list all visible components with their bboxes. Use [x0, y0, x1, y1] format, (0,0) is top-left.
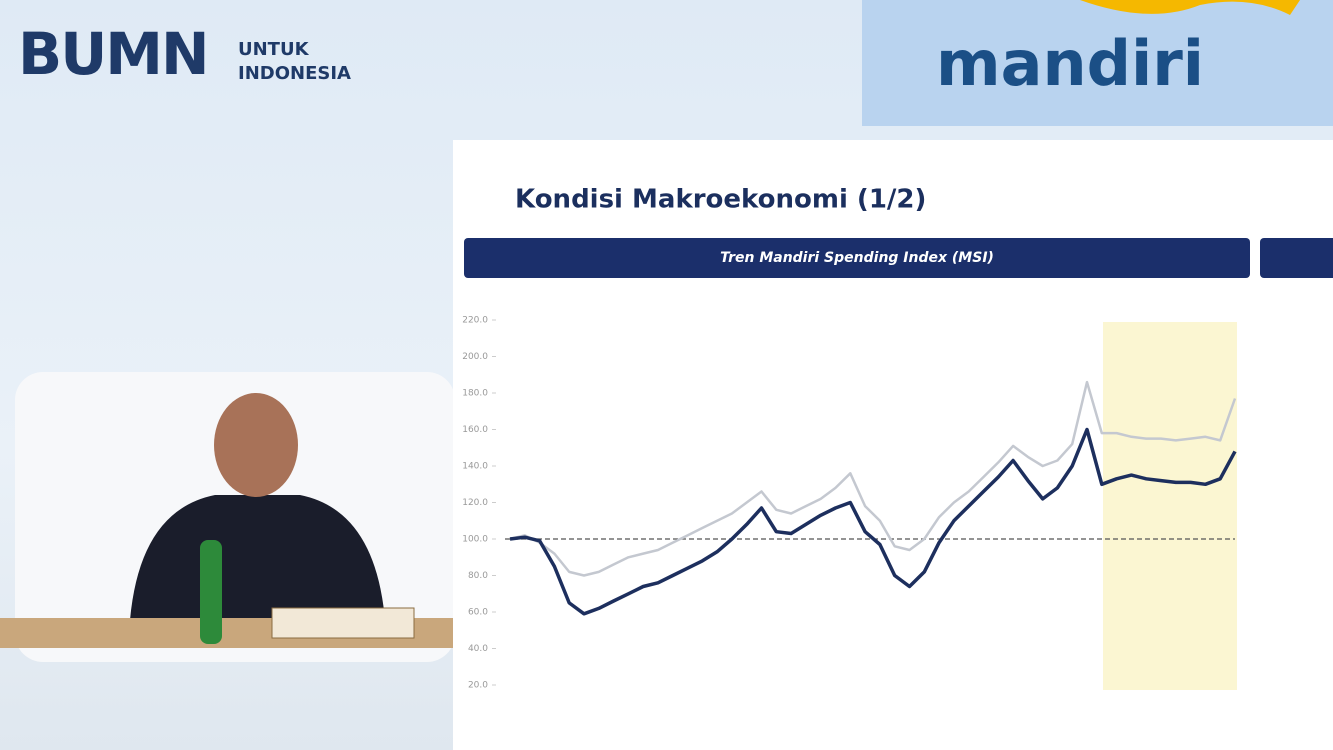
name-plate: [271, 607, 415, 639]
y-tick-label: 20.0: [468, 681, 488, 691]
speaker-head: [214, 393, 298, 497]
y-tick-label: 60.0: [468, 608, 488, 618]
tagline: INDONESIA: [238, 63, 351, 84]
chart-header: [464, 238, 1250, 278]
logo: BUMN: [18, 20, 208, 88]
chart-header: [1260, 238, 1333, 278]
bottle: [200, 540, 222, 644]
y-tick-label: 40.0: [468, 644, 488, 654]
y-tick-label: 100.0: [462, 535, 488, 545]
y-tick-label: 220.0: [462, 316, 488, 326]
y-tick-label: 120.0: [462, 498, 488, 508]
y-tick-label: 180.0: [462, 389, 488, 399]
y-tick-label: 140.0: [462, 462, 488, 472]
y-tick-label: 80.0: [468, 571, 488, 581]
slide-title: Kondisi Makroekonomi (1/2): [515, 185, 926, 215]
series-line: [509, 427, 1237, 616]
speaker: [130, 495, 385, 620]
y-tick-label: 160.0: [462, 425, 488, 435]
chart-title: Tren Mandiri Spending Index (MSI): [720, 250, 994, 266]
tagline: UNTUK: [238, 39, 310, 60]
brand: mandiri: [936, 27, 1204, 100]
brand-wave: [1080, 0, 1300, 15]
y-tick-label: 200.0: [462, 352, 488, 362]
series-line: [509, 380, 1237, 577]
brand-panel: [862, 0, 1333, 126]
highlight-band: [1103, 322, 1237, 690]
